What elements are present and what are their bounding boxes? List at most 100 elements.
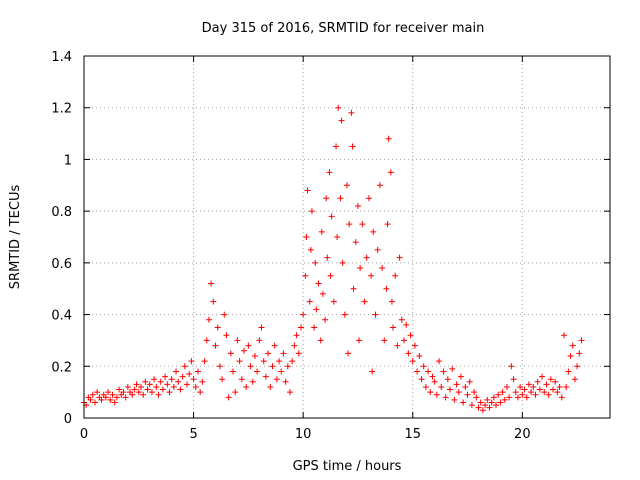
data-point [247,363,254,370]
data-point [514,394,521,401]
data-point [324,254,331,261]
data-point [517,383,524,390]
data-point [238,376,245,383]
data-point [464,391,471,398]
data-point [554,389,561,396]
data-point [574,363,581,370]
data-point [425,368,432,375]
data-point [297,324,304,331]
data-point [153,383,160,390]
data-point [565,368,572,375]
data-point [499,389,506,396]
data-point [89,391,96,398]
data-point [240,347,247,354]
data-point [503,383,510,390]
data-point [442,394,449,401]
data-point [265,350,272,357]
data-point [411,342,418,349]
data-point [311,324,318,331]
data-point [129,391,136,398]
data-point [521,386,528,393]
data-point [188,358,195,365]
data-point [284,363,291,370]
data-point [142,378,149,385]
data-point [436,358,443,365]
data-point [420,363,427,370]
data-point [258,324,265,331]
plot-frame [83,55,611,419]
data-point [267,383,274,390]
data-point [135,389,142,396]
data-point [363,254,370,261]
data-point [208,280,215,287]
data-point [405,350,412,357]
data-point [473,394,480,401]
data-point [303,234,310,240]
data-point [396,254,403,261]
data-point [330,298,337,305]
data-point [571,376,578,383]
data-point [91,399,98,406]
data-point [352,239,359,246]
data-point [569,342,576,349]
data-point [205,316,212,323]
data-point [335,104,342,111]
data-point [372,311,379,318]
grid-lines [84,56,610,418]
data-point [289,358,296,365]
data-point [407,332,414,339]
data-point [523,394,530,401]
x-tick-label: 5 [189,427,197,442]
data-point [438,383,445,390]
data-point [349,143,356,150]
data-point [225,394,232,401]
data-point [560,332,567,339]
data-point [194,368,201,375]
data-point [444,376,451,383]
data-point [356,337,363,344]
data-point [392,272,399,279]
data-point [159,386,166,393]
y-tick-label: 0.6 [51,257,72,272]
data-point [197,389,204,396]
data-point [501,396,508,403]
data-point [471,389,478,396]
data-point [315,280,322,287]
data-point [475,404,482,411]
data-point [388,298,395,305]
data-point [322,316,329,323]
data-point [186,371,193,378]
y-axis-label: SRMTID / TECUs [8,185,23,290]
data-point [468,402,475,409]
data-point [460,399,467,406]
data-point [278,368,285,375]
y-tick-label: 1.2 [51,102,72,117]
x-tick-label: 20 [514,427,531,442]
data-point [431,378,438,385]
data-point [368,272,375,279]
data-point [276,358,283,365]
data-point [374,246,381,253]
data-point [543,381,550,388]
data-point [440,368,447,375]
data-point [427,389,434,396]
data-point [181,363,188,370]
data-point [175,378,182,385]
data-point [334,234,341,240]
data-point [280,350,287,357]
data-point [497,399,504,406]
data-point [381,337,388,344]
data-point [482,402,489,409]
data-point [177,386,184,393]
data-point [227,350,234,357]
data-point [190,376,197,383]
data-point [486,404,493,411]
data-point [547,376,554,383]
data-point [409,358,416,365]
data-point [357,265,364,272]
data-point [168,376,175,383]
data-point [558,394,565,401]
x-tick-label: 15 [404,427,421,442]
data-point [545,391,552,398]
data-point [137,383,144,390]
